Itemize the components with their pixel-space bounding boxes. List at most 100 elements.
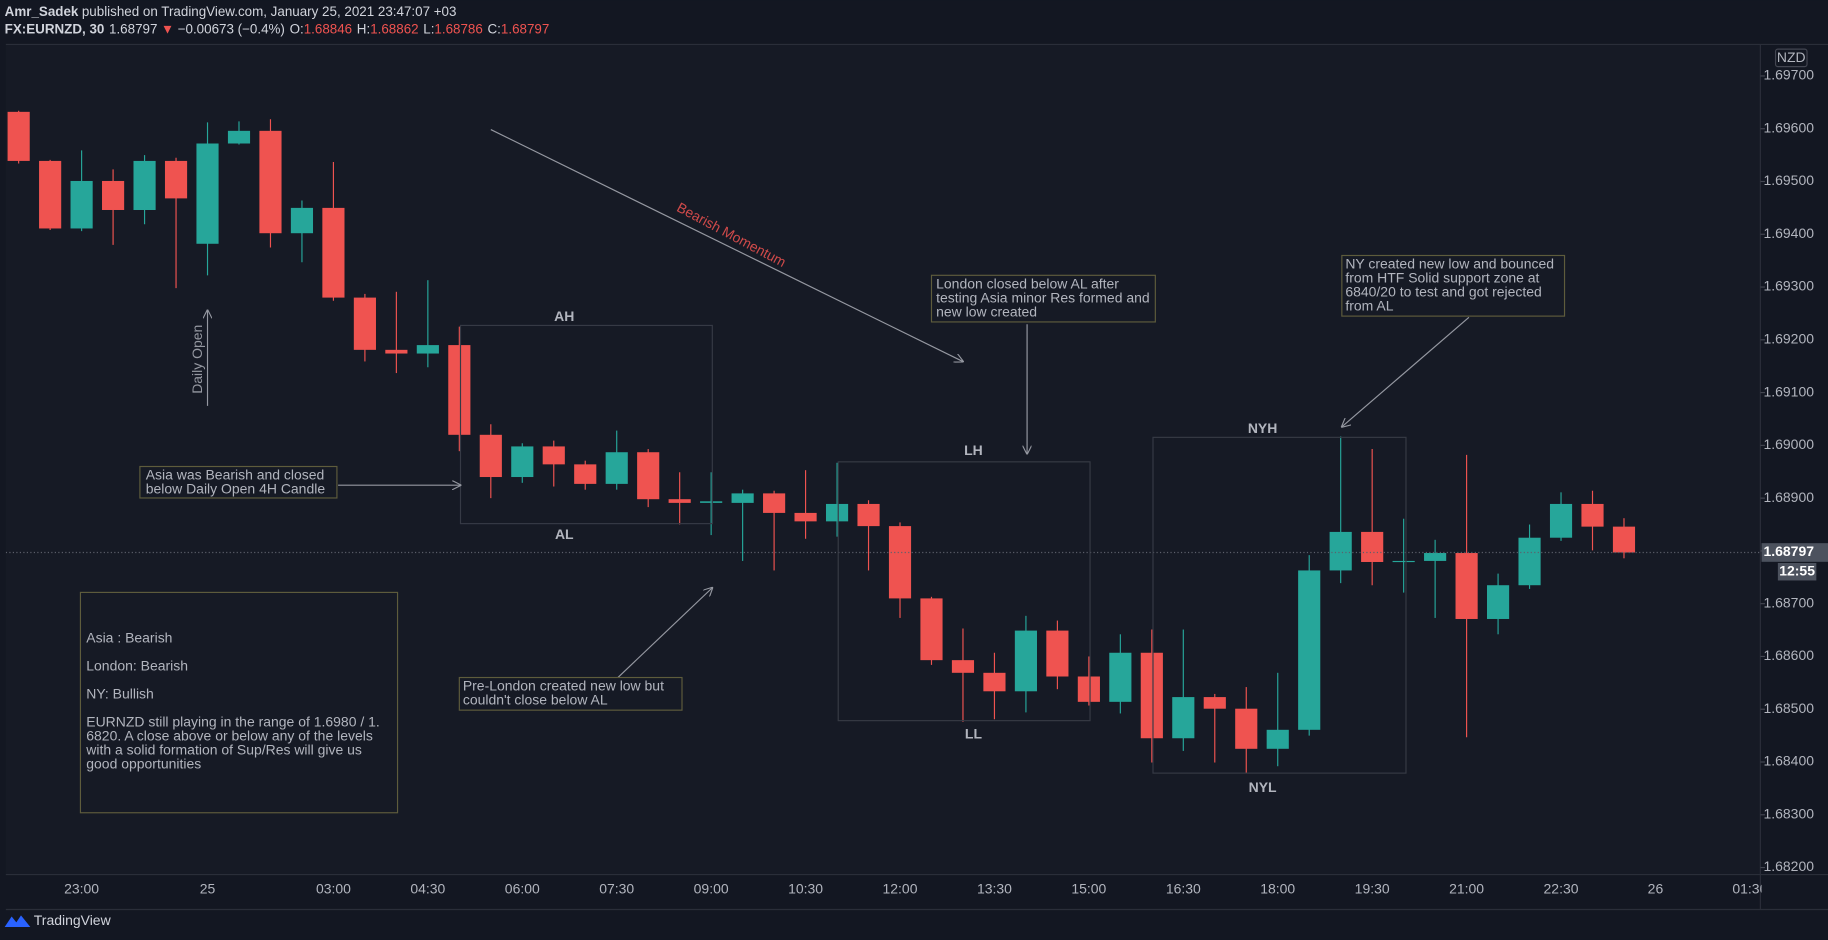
candle-body	[1392, 560, 1415, 563]
note-box	[1341, 254, 1566, 317]
candle-body	[1140, 652, 1163, 739]
brand: TradingView	[34, 912, 112, 928]
asia-box	[459, 324, 713, 525]
candle-body	[794, 512, 817, 522]
x-tick-label: 26	[1648, 880, 1664, 896]
candle-body	[227, 130, 251, 144]
candle-body	[102, 180, 125, 210]
l-label: L:	[423, 21, 434, 36]
summary-box	[79, 591, 399, 814]
arrow: ▼	[161, 21, 174, 36]
candle-body	[1235, 708, 1258, 749]
y-tick-label: 1.68700	[1764, 594, 1815, 610]
y-tick-label: 1.68500	[1764, 700, 1815, 716]
level-label: NYL	[1249, 779, 1277, 795]
x-tick-label: 23:00	[64, 880, 99, 896]
c-label: C:	[488, 21, 501, 36]
x-tick-label: 01:30	[1732, 880, 1767, 896]
candle-body	[479, 434, 502, 478]
x-tick-label: 16:30	[1166, 880, 1201, 896]
x-tick-label: 18:00	[1260, 880, 1295, 896]
last-price-label: 1.68797	[1764, 543, 1815, 559]
y-tick-label: 1.69000	[1764, 436, 1815, 452]
note-line: London closed below AL after	[936, 275, 1119, 291]
candle-body	[1424, 553, 1447, 561]
x-tick-label: 09:00	[694, 880, 729, 896]
candle-body	[1455, 553, 1478, 619]
candle-body	[1518, 537, 1541, 586]
x-tick-label: 10:30	[788, 880, 823, 896]
candle-body	[731, 493, 754, 503]
note-line: below Daily Open 4H Candle	[146, 481, 326, 497]
y-tick-label: 1.68600	[1764, 647, 1815, 663]
note-line: testing Asia minor Res formed and	[936, 289, 1150, 305]
l-value: 1.68786	[434, 21, 482, 36]
countdown-box	[1777, 562, 1817, 581]
c-value: 1.68797	[501, 21, 549, 36]
candle-body	[1014, 630, 1037, 692]
note-line: 6840/20 to test and got rejected	[1345, 283, 1541, 299]
candle-body	[668, 499, 691, 503]
candle-body	[448, 345, 471, 435]
note-line: from HTF Solid support zone at	[1345, 269, 1539, 285]
candle-body	[637, 452, 660, 500]
candle-body	[1077, 676, 1100, 702]
note-line: couldn't close below AL	[463, 692, 608, 708]
x-tick-label: 03:00	[316, 880, 351, 896]
candle-body	[1329, 531, 1352, 571]
momentum-arrow	[490, 129, 963, 362]
ny-arrow	[1342, 316, 1470, 427]
o-value: 1.68846	[304, 21, 352, 36]
candle-body	[700, 501, 723, 503]
note-line: NY created new low and bounced	[1345, 256, 1554, 272]
h-label: H:	[357, 21, 370, 36]
candle-body	[825, 503, 849, 522]
h-value: 1.68862	[370, 21, 418, 36]
x-tick-label: 22:30	[1544, 880, 1579, 896]
author: Amr_Sadek	[5, 3, 79, 18]
level-label: LL	[965, 725, 983, 741]
level-label: NYH	[1248, 420, 1278, 436]
y-tick-label: 1.68900	[1764, 489, 1815, 505]
candle-body	[1581, 503, 1604, 527]
y-tick-label: 1.69700	[1764, 67, 1815, 83]
last: 1.68797	[109, 21, 157, 36]
candle-body	[70, 180, 93, 229]
note-line: Pre-London created new low but	[463, 678, 664, 694]
plot	[5, 110, 1761, 774]
ny-box	[1152, 436, 1407, 774]
x-tick-label: 12:00	[883, 880, 918, 896]
x-tick-label: 13:30	[977, 880, 1012, 896]
candle-body	[951, 660, 975, 673]
candle-body	[983, 672, 1006, 692]
summary-line: London: Bearish	[86, 658, 188, 674]
x-tick-label: 04:30	[410, 880, 445, 896]
candle-body	[1203, 697, 1226, 709]
y-tick-label: 1.69300	[1764, 278, 1815, 294]
candle-body	[920, 598, 943, 661]
o-label: O:	[290, 21, 304, 36]
y-tick-label: 1.69500	[1764, 172, 1815, 188]
summary-line: EURNZD still playing in the range of 1.6…	[86, 714, 380, 730]
x-tick-label: 21:00	[1449, 880, 1484, 896]
x-tick-label: 07:30	[599, 880, 634, 896]
summary-line: good opportunities	[86, 756, 201, 772]
symbol: FX:EURNZD, 30	[5, 21, 105, 36]
candle-body	[574, 464, 597, 484]
time-axis: 23:00 25 03:00 04:30 06:00 07:30 09:00 10:30 12:…	[64, 880, 1767, 896]
candle-body	[259, 130, 282, 234]
candle-body	[1298, 570, 1321, 730]
candle-body	[133, 160, 156, 210]
summary-line: with a solid formation of Sup/Res will g…	[85, 742, 362, 758]
level-label: AH	[554, 308, 574, 324]
candle-body	[1612, 526, 1636, 553]
candle-body	[7, 111, 30, 161]
note-box	[458, 676, 683, 711]
note-line: from AL	[1345, 297, 1393, 313]
candle-body	[1549, 503, 1573, 538]
candle-body	[1361, 531, 1384, 562]
candle-body	[322, 207, 345, 298]
candle-body	[1172, 697, 1195, 739]
